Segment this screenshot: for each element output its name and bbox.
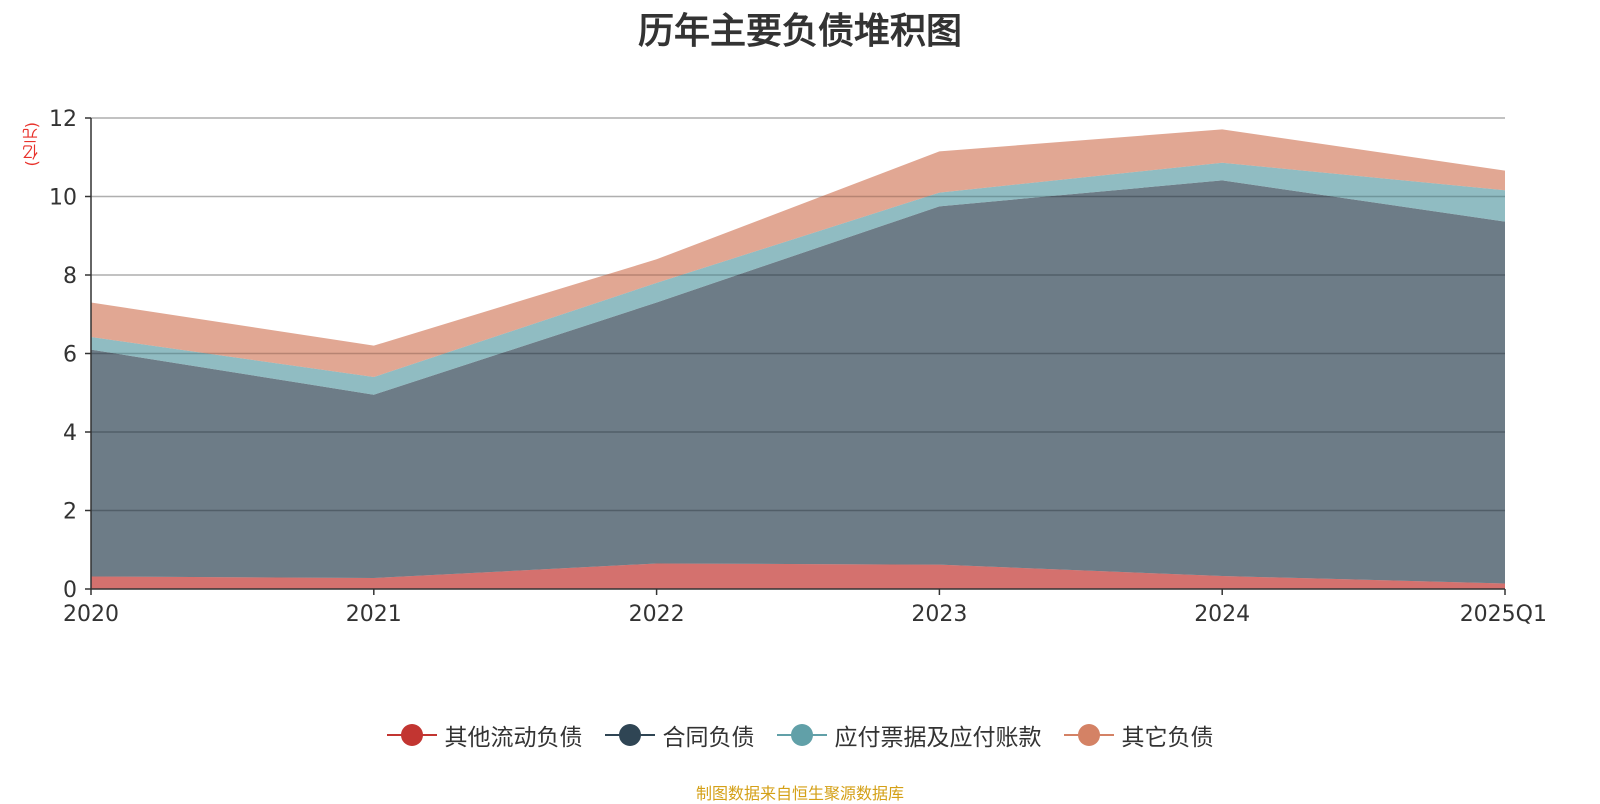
x-tick-label: 2022	[629, 602, 685, 627]
legend-marker-icon	[1064, 723, 1114, 747]
y-tick-label: 4	[63, 421, 77, 446]
y-tick-label: 6	[63, 343, 77, 368]
x-tick-label: 2020	[63, 602, 119, 627]
source-note: 制图数据来自恒生聚源数据库	[0, 780, 1600, 804]
y-tick-label: 12	[49, 107, 77, 132]
x-tick-label: 2024	[1194, 602, 1250, 627]
legend-label: 应付票据及应付账款	[835, 718, 1042, 752]
x-tick-label: 2025Q1	[1460, 602, 1547, 627]
legend: 其他流动负债 合同负债 应付票据及应付账款 其它负债	[0, 718, 1600, 752]
legend-label: 其它负债	[1122, 718, 1214, 752]
legend-item[interactable]: 合同负债	[605, 718, 755, 752]
area-series	[91, 118, 1505, 589]
stacked-area-chart: 0 2 4 6 8 10 12 2020 2021 2022 2023 2024 2025Q1	[0, 0, 1600, 700]
legend-item[interactable]: 其他流动负债	[387, 718, 583, 752]
y-tick-label: 2	[63, 500, 77, 525]
legend-marker-icon	[387, 723, 437, 747]
y-tick-label: 10	[49, 186, 77, 211]
x-tick-label: 2023	[911, 602, 967, 627]
legend-marker-icon	[777, 723, 827, 747]
legend-item[interactable]: 应付票据及应付账款	[777, 718, 1042, 752]
legend-item[interactable]: 其它负债	[1064, 718, 1214, 752]
y-tick-label: 0	[63, 578, 77, 603]
legend-label: 合同负债	[663, 718, 755, 752]
legend-marker-icon	[605, 723, 655, 747]
legend-label: 其他流动负债	[445, 718, 583, 752]
x-tick-label: 2021	[346, 602, 402, 627]
y-tick-label: 8	[63, 264, 77, 289]
